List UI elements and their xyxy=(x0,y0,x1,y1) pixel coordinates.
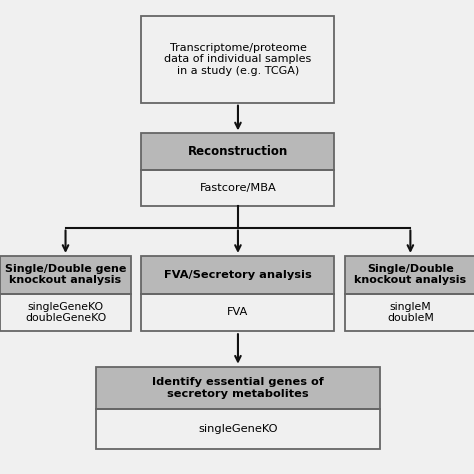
Text: Fastcore/MBA: Fastcore/MBA xyxy=(200,183,276,193)
Bar xyxy=(345,293,474,331)
Text: Single/Double
knockout analysis: Single/Double knockout analysis xyxy=(355,264,466,285)
Text: Reconstruction: Reconstruction xyxy=(188,145,288,158)
Text: Single/Double gene
knockout analysis: Single/Double gene knockout analysis xyxy=(5,264,126,285)
Text: singleGeneKO
doubleGeneKO: singleGeneKO doubleGeneKO xyxy=(25,301,106,323)
Text: singleM
doubleM: singleM doubleM xyxy=(387,301,434,323)
Bar xyxy=(0,293,131,331)
Bar xyxy=(141,133,335,170)
Bar xyxy=(141,170,335,206)
Bar xyxy=(96,410,380,449)
Text: FVA: FVA xyxy=(228,308,248,318)
Bar xyxy=(141,293,335,331)
Bar xyxy=(141,16,335,103)
Text: Transcriptome/proteome
data of individual samples
in a study (e.g. TCGA): Transcriptome/proteome data of individua… xyxy=(164,43,311,76)
Bar xyxy=(141,256,335,293)
Bar xyxy=(96,366,380,410)
Text: Identify essential genes of
secretory metabolites: Identify essential genes of secretory me… xyxy=(152,377,324,399)
Text: singleGeneKO: singleGeneKO xyxy=(198,424,278,434)
Bar xyxy=(0,256,131,293)
Bar xyxy=(345,256,474,293)
Text: FVA/Secretory analysis: FVA/Secretory analysis xyxy=(164,270,312,280)
